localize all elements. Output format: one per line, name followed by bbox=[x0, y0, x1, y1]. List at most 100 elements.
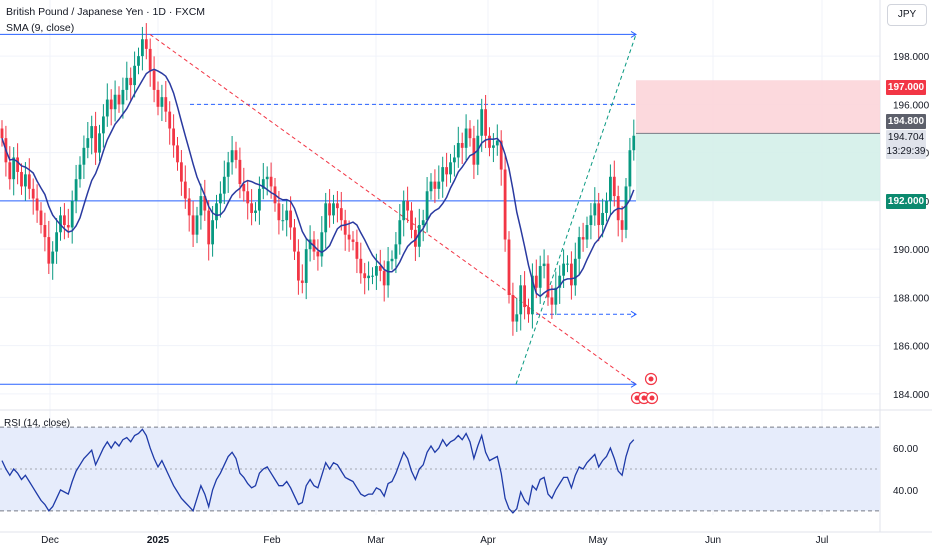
candle-body bbox=[441, 167, 445, 182]
candle-body bbox=[499, 140, 503, 170]
candle-body bbox=[472, 138, 476, 165]
candle-body bbox=[289, 210, 292, 228]
position-zones bbox=[636, 80, 880, 201]
candle-body bbox=[281, 220, 285, 222]
candle-body bbox=[492, 145, 495, 148]
candle-body bbox=[328, 203, 331, 216]
candle-body bbox=[456, 142, 460, 158]
rsi-indicator-label[interactable]: RSI (14, close) bbox=[4, 418, 71, 429]
currency-button[interactable]: JPY bbox=[887, 4, 927, 26]
candle-body bbox=[148, 48, 152, 71]
candle-body bbox=[620, 220, 624, 230]
candle-body bbox=[562, 263, 565, 276]
candle-body bbox=[226, 162, 230, 177]
candle-body bbox=[343, 220, 347, 235]
candle-body bbox=[573, 258, 577, 286]
candle-body bbox=[78, 164, 82, 180]
candle-body bbox=[168, 111, 172, 129]
candle-body bbox=[293, 227, 296, 252]
candle-body bbox=[363, 273, 367, 279]
candle-body bbox=[35, 198, 39, 211]
candle-body bbox=[429, 181, 433, 192]
event-flag-dot bbox=[649, 395, 655, 401]
candle-body bbox=[445, 167, 448, 175]
candle-body bbox=[351, 239, 355, 242]
price-tick-label: 184.000 bbox=[893, 390, 930, 401]
rsi-panel bbox=[0, 426, 880, 514]
candle-body bbox=[507, 239, 511, 296]
target-zone bbox=[636, 80, 880, 134]
candle-body bbox=[207, 210, 211, 245]
candle-body bbox=[519, 285, 523, 315]
candle-body bbox=[382, 270, 386, 286]
candle-body bbox=[164, 97, 168, 112]
candle-body bbox=[297, 251, 300, 281]
candle-body bbox=[222, 176, 226, 194]
price-tick-label: 186.000 bbox=[893, 342, 930, 353]
time-tick-label: May bbox=[589, 535, 608, 546]
bar-countdown-tag: 13:29:39 bbox=[886, 144, 926, 159]
candle-body bbox=[367, 275, 370, 279]
candle-body bbox=[300, 280, 304, 283]
candle-body bbox=[183, 181, 187, 199]
candles bbox=[0, 23, 636, 336]
candle-body bbox=[597, 203, 601, 226]
candle-body bbox=[242, 184, 246, 192]
candle-body bbox=[464, 128, 468, 148]
candle-body bbox=[320, 232, 324, 257]
time-tick-label: Feb bbox=[263, 535, 281, 546]
candle-body bbox=[211, 220, 214, 245]
candle-body bbox=[187, 198, 191, 216]
candle-body bbox=[339, 208, 343, 221]
candle-body bbox=[195, 215, 199, 235]
stop-price-tag: 192.000 bbox=[886, 194, 926, 209]
candle-body bbox=[609, 176, 612, 201]
candle-body bbox=[180, 162, 183, 182]
rsi-tick-label: 40.00 bbox=[893, 486, 918, 497]
line-arrowhead bbox=[630, 310, 637, 318]
candle-body bbox=[0, 128, 4, 139]
candle-body bbox=[488, 135, 491, 148]
candle-body bbox=[558, 275, 562, 288]
candle-body bbox=[542, 263, 546, 267]
descending-trendline bbox=[149, 34, 637, 385]
candle-body bbox=[386, 261, 390, 286]
candle-body bbox=[39, 210, 43, 226]
candle-body bbox=[234, 150, 238, 160]
candle-body bbox=[258, 188, 261, 211]
candle-body bbox=[390, 258, 394, 262]
candle-body bbox=[152, 70, 156, 90]
candle-body bbox=[453, 157, 456, 163]
candle-body bbox=[417, 225, 421, 247]
candle-body bbox=[191, 215, 195, 235]
stop-zone bbox=[636, 133, 880, 201]
target-price-tag: 197.000 bbox=[886, 80, 926, 95]
candle-body bbox=[433, 181, 437, 189]
candle-body bbox=[94, 126, 97, 153]
candle-body bbox=[406, 200, 409, 211]
candle-body bbox=[176, 145, 179, 163]
candle-body bbox=[199, 196, 203, 216]
time-tick-label: 2025 bbox=[147, 535, 170, 546]
time-tick-label: Dec bbox=[41, 535, 59, 546]
event-flag-dot bbox=[641, 395, 647, 401]
candle-body bbox=[156, 89, 160, 107]
ascending-trendline bbox=[515, 34, 637, 385]
price-tick-label: 190.000 bbox=[893, 245, 930, 256]
candle-body bbox=[125, 77, 129, 90]
candle-body bbox=[265, 176, 269, 180]
candle-body bbox=[277, 203, 281, 221]
candle-body bbox=[601, 212, 604, 226]
candle-body bbox=[304, 249, 308, 283]
candle-body bbox=[86, 138, 90, 148]
candle-body bbox=[133, 65, 136, 86]
candle-body bbox=[203, 196, 207, 211]
sma-indicator-label[interactable]: SMA (9, close) bbox=[6, 22, 75, 34]
candle-body bbox=[261, 179, 265, 189]
candle-body bbox=[605, 200, 608, 213]
candle-body bbox=[20, 171, 23, 187]
candle-body bbox=[74, 179, 78, 201]
candle-body bbox=[628, 150, 632, 187]
candle-body bbox=[90, 126, 94, 139]
